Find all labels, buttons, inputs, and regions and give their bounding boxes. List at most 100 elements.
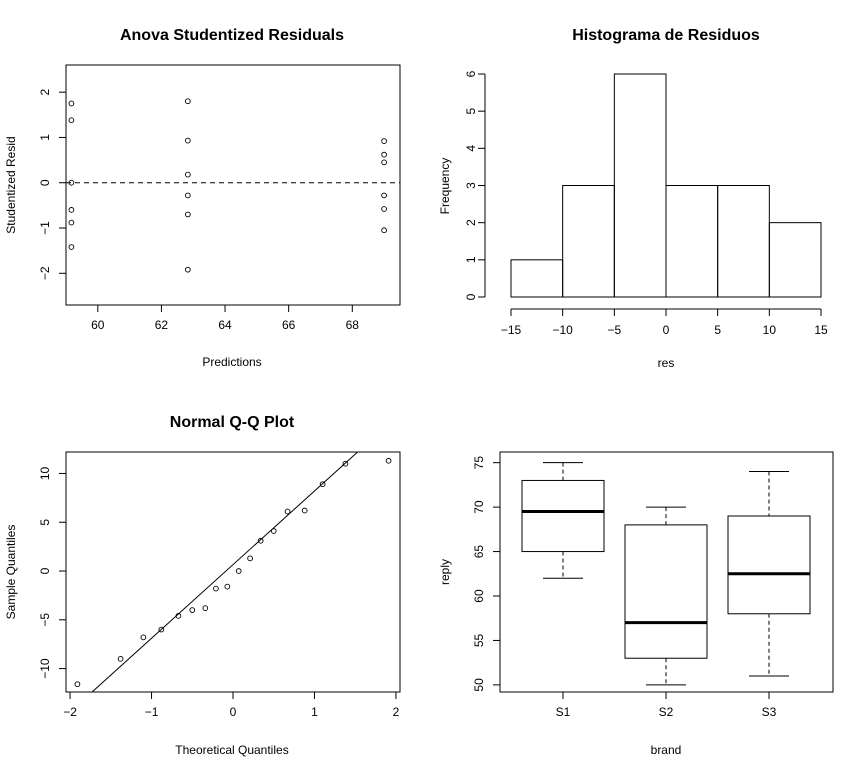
x-tick-label: 15 [814, 323, 828, 337]
y-tick-label: 2 [38, 89, 52, 96]
boxplot-boxes [521, 462, 811, 686]
data-point [68, 244, 75, 250]
histogram-ticks: −15 −10 −5 0 5 10 15 0 1 2 3 4 5 6 [464, 70, 828, 337]
data-point [158, 626, 165, 633]
histogram-ylabel: Frequency [438, 158, 452, 215]
data-point [381, 159, 387, 166]
box [624, 524, 708, 659]
x-tick-label: 64 [218, 318, 232, 332]
y-tick-label: 3 [464, 182, 478, 189]
y-tick-label: 10 [38, 466, 52, 480]
y-tick-label: 5 [38, 519, 52, 526]
qq-marks [74, 451, 392, 693]
y-tick-label: 65 [472, 545, 486, 559]
y-tick-label: 4 [464, 145, 478, 152]
x-tick-label: S1 [556, 705, 571, 719]
y-tick-label: 6 [464, 70, 478, 77]
data-point [301, 507, 308, 514]
data-point [235, 568, 242, 574]
data-point [385, 457, 392, 464]
data-point [381, 151, 387, 158]
y-tick-label: 5 [464, 108, 478, 115]
data-point [117, 655, 124, 662]
data-point [184, 137, 191, 144]
x-tick-label: 1 [311, 705, 318, 719]
qq-reference-line [91, 451, 358, 693]
x-tick-label: 60 [91, 318, 105, 332]
histogram-title: Histograma de Residuos [572, 27, 760, 44]
data-point [175, 613, 182, 619]
boxplot-panel: 50 55 60 65 70 75 S1 S2 S3 brand reply [438, 451, 834, 757]
y-tick-label: 70 [472, 500, 486, 514]
y-tick-label: 50 [472, 678, 486, 692]
data-point [68, 179, 75, 186]
data-point [224, 583, 231, 590]
data-point [184, 98, 191, 105]
data-point [184, 171, 191, 178]
y-tick-label: −2 [38, 266, 52, 280]
data-point [74, 681, 81, 688]
data-point [68, 219, 75, 226]
data-point [381, 192, 387, 199]
histogram-bar [768, 222, 822, 298]
data-point [381, 138, 387, 144]
x-tick-label: S3 [762, 705, 777, 719]
data-point [68, 117, 75, 124]
residuals-panel: Anova Studentized Residuals 60 62 64 66 68 −2… [4, 27, 401, 369]
data-point [189, 607, 196, 613]
y-tick-label: 0 [38, 567, 52, 574]
x-tick-label: 62 [155, 318, 169, 332]
data-point [270, 528, 277, 534]
residuals-xlabel: Predictions [202, 355, 261, 369]
data-point [184, 266, 191, 273]
x-tick-label: 10 [763, 323, 777, 337]
data-point [202, 605, 209, 611]
qq-ylabel: Sample Quantiles [4, 525, 18, 620]
y-tick-label: −1 [38, 221, 52, 235]
residuals-plot-box [65, 64, 401, 306]
residuals-marks [66, 98, 400, 273]
x-tick-label: 68 [346, 318, 360, 332]
x-tick-label: 5 [714, 323, 721, 337]
boxplot-ticks: 50 55 60 65 70 75 S1 S2 S3 [472, 456, 776, 719]
data-point [68, 207, 75, 213]
data-point [184, 211, 191, 218]
boxplot-xlabel: brand [651, 743, 682, 757]
data-point [68, 100, 75, 107]
residuals-ylabel: Studentized Resid [4, 136, 18, 233]
qq-title: Normal Q-Q Plot [170, 414, 295, 431]
x-tick-label: −10 [552, 323, 573, 337]
x-tick-label: 66 [282, 318, 296, 332]
y-tick-label: 0 [464, 293, 478, 300]
y-tick-label: 60 [472, 589, 486, 603]
y-tick-label: −10 [38, 658, 52, 679]
y-tick-label: 1 [38, 134, 52, 141]
data-point [140, 634, 147, 641]
x-tick-label: −5 [607, 323, 621, 337]
data-point [257, 537, 264, 544]
histogram-panel: Histograma de Residuos −15 −10 −5 0 5 10 15 0 1 2… [438, 27, 828, 370]
data-point [381, 206, 387, 212]
y-tick-label: −5 [38, 613, 52, 627]
boxplot-ylabel: reply [438, 559, 452, 585]
qq-xlabel: Theoretical Quantiles [175, 743, 288, 757]
histogram-bars [510, 73, 822, 298]
data-point [247, 555, 253, 562]
x-tick-label: −1 [145, 705, 159, 719]
box [521, 479, 605, 553]
data-point [319, 481, 326, 488]
x-tick-label: 2 [393, 705, 400, 719]
data-point [381, 227, 387, 234]
data-point [284, 508, 291, 515]
y-tick-label: 0 [38, 179, 52, 186]
x-tick-label: −2 [63, 705, 77, 719]
y-tick-label: 75 [472, 456, 486, 470]
data-point [184, 192, 191, 199]
residuals-ticks: 60 62 64 66 68 −2 −1 0 1 2 [38, 89, 359, 332]
x-tick-label: 0 [230, 705, 237, 719]
data-point [342, 460, 349, 467]
x-tick-label: 0 [663, 323, 670, 337]
